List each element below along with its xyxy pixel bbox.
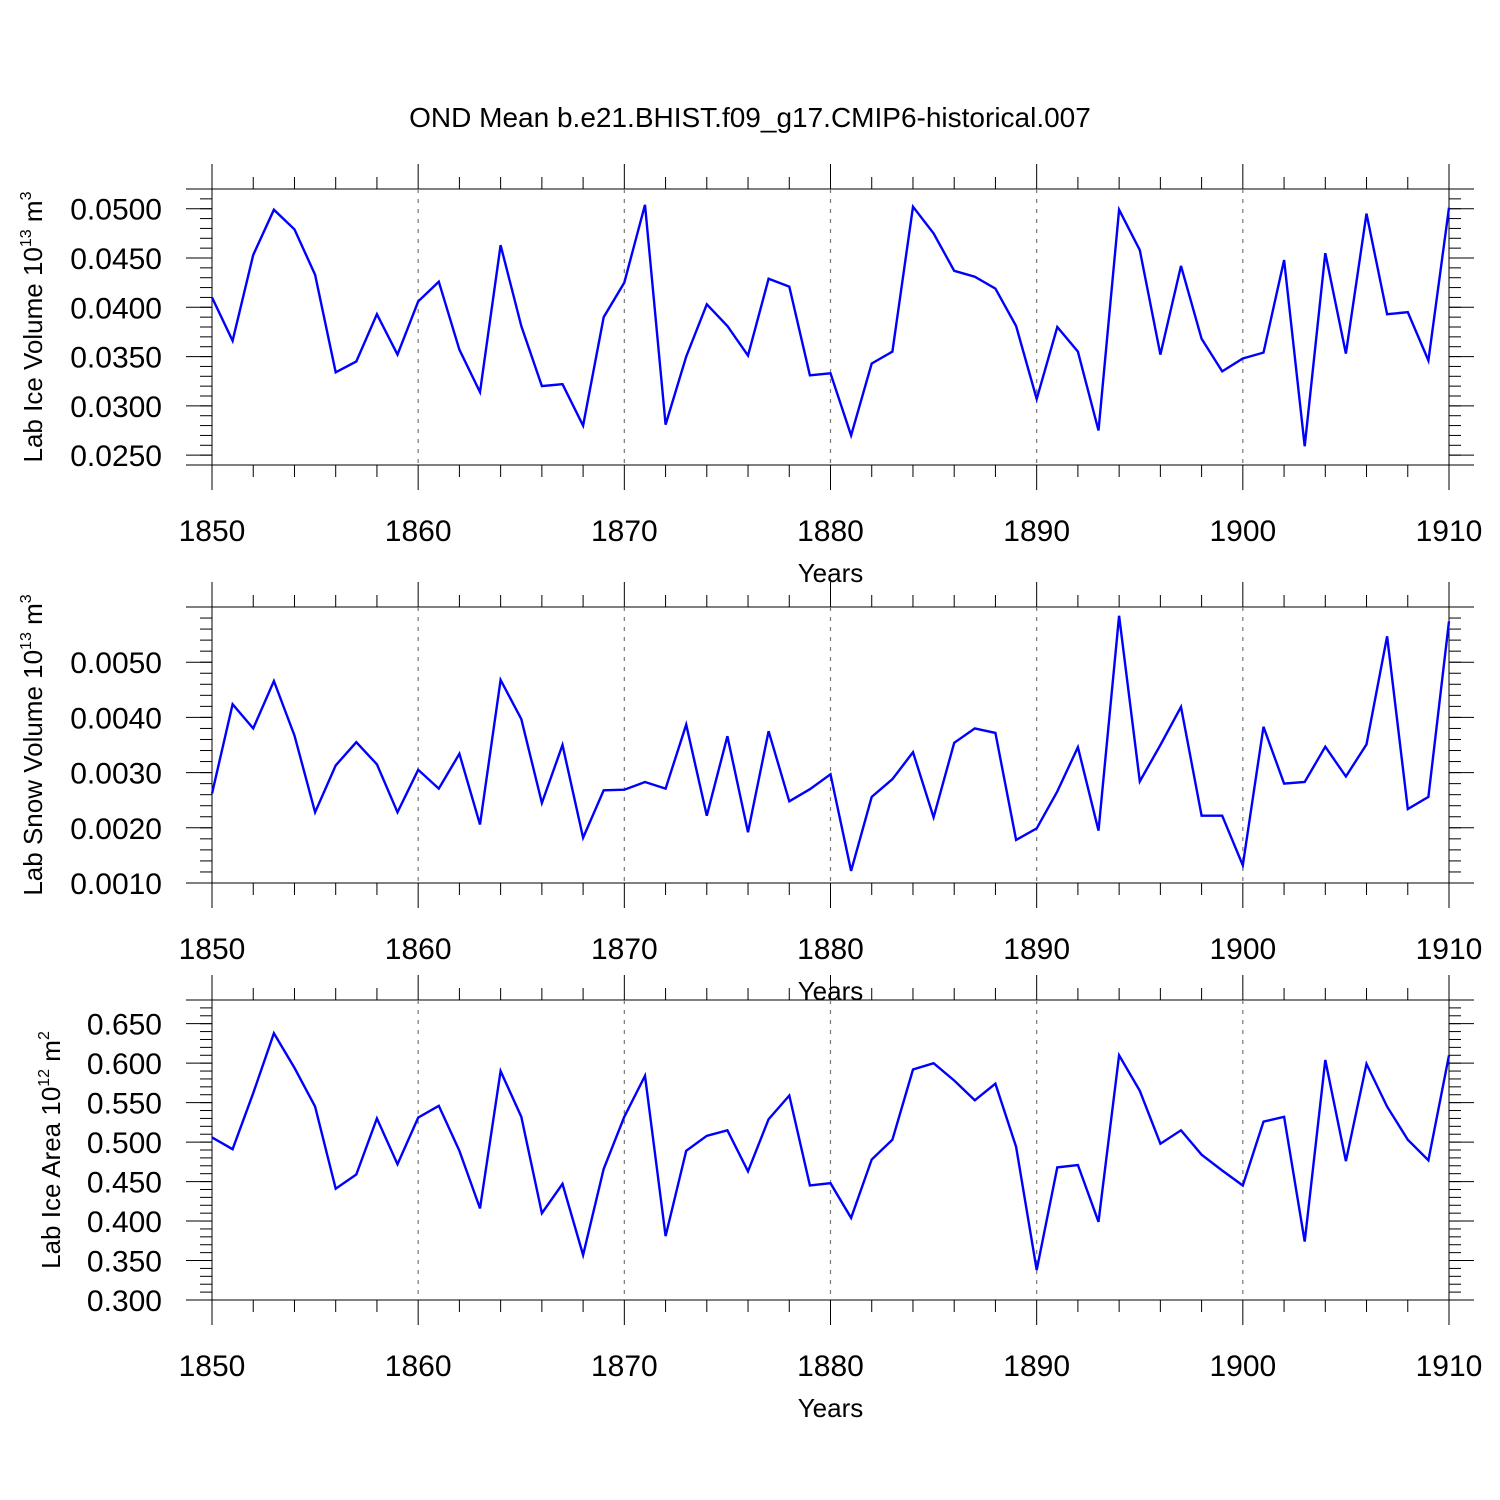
y-tick-label: 0.0020 <box>70 813 162 846</box>
x-axis-label: Years <box>798 1393 864 1423</box>
y-axis-label-part: Lab Ice Area 10 <box>36 1087 66 1269</box>
panels: 1850 1860 1870 1880 1890 1900 1910 0.0250 0.0300… <box>18 164 1482 1423</box>
y-axis-label-superscript: 12 <box>36 1069 53 1087</box>
y-axis-label: Lab Ice Volume 1013 m3 <box>18 191 48 462</box>
y-tick-label: 0.300 <box>87 1285 162 1318</box>
x-tick-label: 1870 <box>591 933 658 966</box>
series-line <box>211 1030 1451 1271</box>
x-tick-label: 1850 <box>179 1350 246 1383</box>
y-axis-label-superscript: 2 <box>36 1031 53 1040</box>
y-tick-label: 0.0500 <box>70 194 162 227</box>
y-tick-label: 0.650 <box>87 1009 162 1042</box>
y-axis-label-superscript: 3 <box>18 594 35 603</box>
x-tick-label: 1860 <box>385 933 452 966</box>
x-tick-label: 1910 <box>1416 1350 1483 1383</box>
y-tick-label: 0.0450 <box>70 243 162 276</box>
x-tick-label: 1880 <box>797 933 864 966</box>
figure-title: OND Mean b.e21.BHIST.f09_g17.CMIP6-histo… <box>409 102 1091 133</box>
x-tick-label: 1900 <box>1209 933 1276 966</box>
y-tick-label: 0.400 <box>87 1206 162 1239</box>
y-axis-label: Lab Ice Area 1012 m2 <box>36 1031 66 1269</box>
y-axis-label: Lab Snow Volume 1013 m3 <box>18 594 48 895</box>
panel-1: 1850 1860 1870 1880 1890 1900 1910 0.0250 0.0300… <box>18 164 1482 588</box>
x-tick-label: 1870 <box>591 1350 658 1383</box>
x-tick-label: 1870 <box>591 515 658 548</box>
x-tick-label: 1890 <box>1003 1350 1070 1383</box>
y-tick-label: 0.0040 <box>70 702 162 735</box>
panel-2: 1850 1860 1870 1880 1890 1900 1910 0.0010 0.0020… <box>18 582 1482 1006</box>
x-tick-label: 1900 <box>1209 515 1276 548</box>
x-tick-label: 1880 <box>797 515 864 548</box>
series-line <box>210 203 1451 447</box>
y-axis-label-superscript: 3 <box>18 191 35 200</box>
y-tick-label: 0.600 <box>87 1048 162 1081</box>
y-tick-label: 0.0300 <box>70 391 162 424</box>
y-tick-label: 0.0400 <box>70 292 162 325</box>
x-tick-label: 1880 <box>797 1350 864 1383</box>
x-tick-label: 1910 <box>1416 515 1483 548</box>
x-tick-label: 1860 <box>385 1350 452 1383</box>
y-tick-label: 0.550 <box>87 1088 162 1121</box>
y-axis-label-part: m <box>36 1040 66 1069</box>
y-tick-label: 0.0350 <box>70 342 162 375</box>
x-tick-label: 1890 <box>1003 515 1070 548</box>
y-tick-label: 0.450 <box>87 1167 162 1200</box>
series-line <box>210 615 1451 872</box>
y-axis-label-part: Lab Snow Volume 10 <box>18 650 48 896</box>
y-axis-label-part: Lab Ice Volume 10 <box>18 247 48 462</box>
x-tick-label: 1850 <box>179 933 246 966</box>
y-tick-label: 0.0010 <box>70 868 162 901</box>
y-tick-label: 0.0030 <box>70 758 162 791</box>
y-axis-label-superscript: 13 <box>18 229 35 247</box>
panel-3: 1850 1860 1870 1880 1890 1900 1910 0.300 0.350 0.… <box>36 975 1482 1423</box>
x-tick-label: 1860 <box>385 515 452 548</box>
x-tick-label: 1910 <box>1416 933 1483 966</box>
x-tick-label: 1850 <box>179 515 246 548</box>
y-tick-label: 0.500 <box>87 1127 162 1160</box>
y-tick-label: 0.0250 <box>70 440 162 473</box>
y-axis-label-part: m <box>18 200 48 229</box>
y-axis-label-superscript: 13 <box>18 632 35 650</box>
y-tick-label: 0.0050 <box>70 647 162 680</box>
y-axis-label-part: m <box>18 603 48 632</box>
x-tick-label: 1890 <box>1003 933 1070 966</box>
x-tick-label: 1900 <box>1209 1350 1276 1383</box>
y-tick-label: 0.350 <box>87 1246 162 1279</box>
